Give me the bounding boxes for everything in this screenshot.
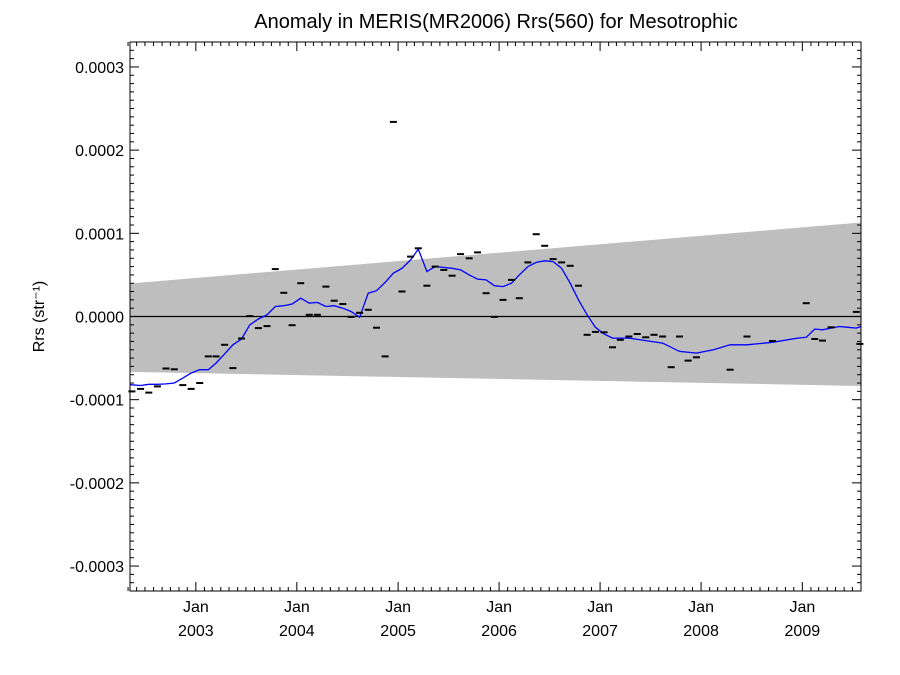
x-tick-year: 2009 — [785, 623, 821, 640]
y-axis-label: Rrs (str⁻¹) — [31, 281, 48, 353]
x-tick-month: Jan — [486, 599, 512, 616]
y-tick-label: 0.0002 — [75, 143, 124, 160]
x-tick-month: Jan — [284, 599, 310, 616]
y-tick-label: -0.0003 — [70, 559, 124, 576]
x-tick-year: 2005 — [380, 623, 416, 640]
x-tick-month: Jan — [587, 599, 613, 616]
x-tick-month: Jan — [789, 599, 815, 616]
chart-title: Anomaly in MERIS(MR2006) Rrs(560) for Me… — [254, 11, 738, 33]
y-tick-label: 0.0001 — [75, 226, 124, 243]
running-mean-line — [129, 247, 862, 387]
x-tick-year: 2003 — [178, 623, 214, 640]
y-tick-label: 0.0000 — [75, 310, 124, 327]
plot-area: 0.0003 0.0002 0.0001 0.0000 -0.0001 -0.0002 -0… — [70, 41, 864, 640]
x-tick-year: 2004 — [279, 623, 315, 640]
x-tick-year: 2007 — [582, 623, 618, 640]
x-tick-year: 2008 — [683, 623, 719, 640]
confidence-band — [130, 222, 861, 386]
y-tick-label: 0.0003 — [75, 60, 124, 77]
y-tick-label: -0.0002 — [70, 476, 124, 493]
x-tick-year: 2006 — [481, 623, 517, 640]
x-tick-month: Jan — [183, 599, 209, 616]
x-tick-month: Jan — [688, 599, 714, 616]
x-tick-month: Jan — [385, 599, 411, 616]
y-tick-label: -0.0001 — [70, 393, 124, 410]
